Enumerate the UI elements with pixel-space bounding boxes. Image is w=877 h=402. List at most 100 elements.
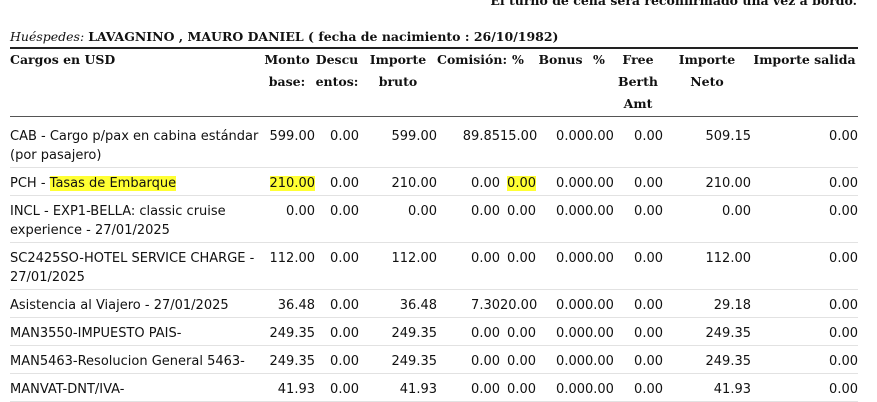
bonus-cell: 0.00 xyxy=(536,195,585,243)
descuentos-cell: 0.00 xyxy=(315,242,359,290)
charge-description: Asistencia al Viajero - 27/01/2025 xyxy=(10,289,259,318)
guest-line: Huéspedes: LAVAGNINO , MAURO DANIEL ( fe… xyxy=(10,29,558,44)
bonus-cell-value: 0.00 xyxy=(556,203,585,219)
pct-bonus-cell: 0.00 xyxy=(585,242,614,290)
importe-bruto-cell-value: 249.35 xyxy=(391,325,438,341)
importe-neto-cell: 509.15 xyxy=(663,116,751,168)
importe-neto-cell: 29.18 xyxy=(663,289,751,318)
descuentos-cell: 0.00 xyxy=(315,373,359,402)
charge-description: MAN3550-IMPUESTO PAIS- xyxy=(10,317,259,346)
importe-bruto-cell-value: 41.93 xyxy=(399,381,437,397)
col-pct-bonus: % xyxy=(585,49,613,117)
importe-bruto-cell: 249.35 xyxy=(359,317,438,346)
importe-bruto-cell: 36.48 xyxy=(359,289,437,318)
comision-cell: 0.00 xyxy=(437,242,500,290)
monto-base-cell: 599.00 xyxy=(259,116,316,168)
charge-description: SC2425SO-HOTEL SERVICE CHARGE - 27/01/20… xyxy=(10,242,259,290)
importe-neto-cell: 112.00 xyxy=(663,242,752,290)
charge-description-text: CAB - Cargo p/pax en cabina estándar (po… xyxy=(10,128,259,163)
comision-cell: 89.85 xyxy=(437,116,500,168)
bonus-cell: 0.00 xyxy=(536,289,585,318)
charge-description-highlight: Tasas de Embarque xyxy=(49,175,177,191)
col-monto-base: Monto base: xyxy=(259,49,315,117)
importe-bruto-cell-value: 36.48 xyxy=(399,297,437,313)
monto-base-cell-value: 599.00 xyxy=(269,128,316,144)
col-pct-comision: % xyxy=(500,49,536,117)
pct-bonus-cell-value: 0.00 xyxy=(585,175,614,191)
importe-bruto-cell-value: 599.00 xyxy=(391,128,438,144)
importe-neto-cell-value: 112.00 xyxy=(705,250,752,266)
comision-cell-value: 0.00 xyxy=(471,175,500,191)
importe-salida-cell-value: 0.00 xyxy=(829,250,858,266)
importe-salida-cell-value: 0.00 xyxy=(829,325,858,341)
pct-bonus-cell: 0.00 xyxy=(585,289,614,318)
descuentos-cell-value: 0.00 xyxy=(330,297,359,313)
pct-comision-cell: 0.00 xyxy=(500,242,536,290)
pct-bonus-cell-value: 0.00 xyxy=(585,128,614,144)
charge-description: CAB - Cargo p/pax en cabina estándar (po… xyxy=(10,116,259,168)
monto-base-cell: 36.48 xyxy=(259,289,315,318)
pct-comision-cell: 20.00 xyxy=(500,289,537,318)
descuentos-cell: 0.00 xyxy=(315,116,359,168)
free-berth-cell: 0.00 xyxy=(613,345,663,374)
pct-comision-cell-value: 0.00 xyxy=(507,381,536,397)
col-free-berth: Free Berth Amt xyxy=(613,49,663,117)
pct-bonus-cell-value: 0.00 xyxy=(585,325,614,341)
charge-description-text: Asistencia al Viajero - 27/01/2025 xyxy=(10,297,229,313)
free-berth-cell-value: 0.00 xyxy=(634,250,663,266)
charge-description-text: INCL - EXP1-BELLA: classic cruise experi… xyxy=(10,203,226,238)
free-berth-cell: 0.00 xyxy=(613,242,663,290)
header-divider xyxy=(10,47,858,49)
free-berth-cell-value: 0.00 xyxy=(634,381,663,397)
col-importe-salida: Importe salida xyxy=(751,49,858,117)
charge-description: INCL - EXP1-BELLA: classic cruise experi… xyxy=(10,195,259,243)
guest-label: Huéspedes: xyxy=(10,29,85,44)
descuentos-cell: 0.00 xyxy=(315,167,359,196)
importe-salida-cell: 0.00 xyxy=(751,289,858,318)
importe-bruto-cell: 599.00 xyxy=(359,116,438,168)
monto-base-cell: 0.00 xyxy=(259,195,315,243)
importe-salida-cell: 0.00 xyxy=(751,116,858,168)
pct-bonus-cell-value: 0.00 xyxy=(585,203,614,219)
comision-cell-value: 7.30 xyxy=(471,297,500,313)
free-berth-cell-value: 0.00 xyxy=(634,203,663,219)
importe-neto-cell-value: 41.93 xyxy=(713,381,751,397)
bonus-cell: 0.00 xyxy=(536,345,585,374)
pct-comision-cell: 0.00 xyxy=(500,195,536,243)
free-berth-cell-value: 0.00 xyxy=(634,175,663,191)
descuentos-cell: 0.00 xyxy=(315,317,359,346)
bonus-cell: 0.00 xyxy=(536,167,585,196)
descuentos-cell: 0.00 xyxy=(315,345,359,374)
descuentos-cell-value: 0.00 xyxy=(330,353,359,369)
pct-comision-cell: 0.00 xyxy=(500,345,536,374)
comision-cell-value: 0.00 xyxy=(471,325,500,341)
importe-salida-cell-value: 0.00 xyxy=(829,353,858,369)
importe-bruto-cell-value: 112.00 xyxy=(391,250,438,266)
pct-comision-cell: 0.00 xyxy=(500,317,536,346)
importe-salida-cell: 0.00 xyxy=(751,195,858,243)
table-row: MANVAT-DNT/IVA- 41.93 0.00 41.93 0.00 0.00 0.0… xyxy=(10,373,858,402)
col-descuentos: Descu entos: xyxy=(315,49,359,117)
pct-comision-cell-value: 15.00 xyxy=(500,128,538,144)
importe-salida-cell: 0.00 xyxy=(751,242,858,290)
charge-description-text: SC2425SO-HOTEL SERVICE CHARGE - 27/01/20… xyxy=(10,250,255,285)
charge-description-text: MAN3550-IMPUESTO PAIS- xyxy=(10,325,182,341)
importe-bruto-cell: 0.00 xyxy=(359,195,437,243)
importe-bruto-cell-value: 249.35 xyxy=(391,353,438,369)
dinner-reconfirmation-note: El turno de cena será reconfirmado una v… xyxy=(490,0,857,8)
table-header-row: Cargos en USD Monto base: Descu entos: I… xyxy=(10,49,858,117)
pct-bonus-cell: 0.00 xyxy=(585,345,614,374)
table-row: INCL - EXP1-BELLA: classic cruise experi… xyxy=(10,195,858,243)
bonus-cell-value: 0.00 xyxy=(556,297,585,313)
descuentos-cell-value: 0.00 xyxy=(330,250,359,266)
monto-base-cell: 210.00 xyxy=(259,167,315,196)
pct-bonus-cell: 0.00 xyxy=(585,116,614,168)
col-bonus: Bonus xyxy=(536,49,585,117)
importe-bruto-cell: 210.00 xyxy=(359,167,437,196)
monto-base-cell: 41.93 xyxy=(259,373,315,402)
importe-bruto-cell: 249.35 xyxy=(359,345,438,374)
col-cargos: Cargos en USD xyxy=(10,49,259,117)
pct-bonus-cell-value: 0.00 xyxy=(585,381,614,397)
importe-neto-cell: 41.93 xyxy=(663,373,751,402)
descuentos-cell-value: 0.00 xyxy=(330,128,359,144)
